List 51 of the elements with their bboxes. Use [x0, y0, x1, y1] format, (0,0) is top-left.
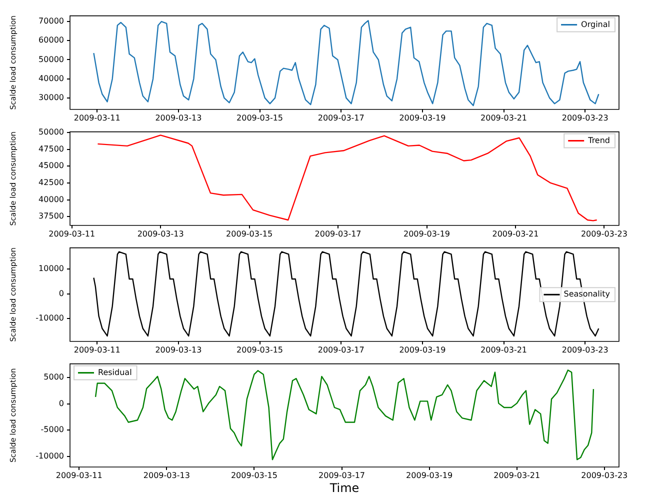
- x-tick-label: 2009-03-19: [399, 113, 446, 122]
- x-tick-label: 2009-03-13: [155, 345, 202, 354]
- x-tick-label: 2009-03-13: [155, 113, 202, 122]
- y-tick-label: 37500: [38, 212, 64, 221]
- x-tick-label: 2009-03-11: [56, 470, 102, 480]
- x-tick-label: 2009-03-19: [404, 229, 450, 238]
- x-tick-label: 2009-03-17: [318, 345, 364, 354]
- y-tick-label: -10000: [36, 452, 64, 461]
- y-tick-label: 0: [58, 398, 64, 408]
- x-tick-label: 2009-03-23: [580, 229, 628, 238]
- y-tick-label: 60000: [38, 36, 64, 45]
- x-axis-title: Time: [328, 480, 360, 495]
- y-tick-label: 50000: [38, 128, 64, 137]
- x-tick-label: 2009-03-11: [74, 345, 120, 354]
- x-tick-label: 2009-03-17: [314, 229, 362, 238]
- y-tick-label: 45000: [38, 161, 64, 170]
- x-tick-label: 2009-03-15: [230, 470, 278, 480]
- x-tick-label: 2009-03-15: [226, 229, 273, 238]
- x-tick-label: 2009-03-23: [562, 113, 608, 122]
- y-tick-label: 30000: [38, 93, 64, 102]
- x-tick-label: 2009-03-15: [236, 345, 284, 354]
- y-tick-label: 50000: [38, 54, 64, 64]
- legend-label: Orginal: [581, 20, 610, 29]
- y-tick-label: 40000: [38, 74, 64, 83]
- y-tick-label: -10000: [36, 314, 64, 323]
- y-tick-label: 10000: [38, 264, 64, 274]
- x-tick-label: 2009-03-11: [48, 229, 96, 238]
- y-tick-label: -5000: [40, 425, 64, 434]
- legend-label: Residual: [98, 368, 132, 377]
- x-tick-label: 2009-03-13: [143, 470, 190, 480]
- x-tick-label: 2009-03-13: [137, 229, 184, 238]
- y-tick-label: 0: [58, 288, 64, 298]
- x-tick-label: 2009-03-17: [318, 113, 364, 122]
- x-tick-label: 2009-03-21: [480, 345, 528, 354]
- x-tick-label: 2009-03-19: [399, 345, 446, 354]
- x-tick-label: 2009-03-15: [236, 113, 284, 122]
- legend-label: Trend: [587, 136, 610, 145]
- x-tick-label: 2009-03-11: [74, 113, 120, 122]
- x-tick-label: 2009-03-17: [318, 470, 366, 480]
- x-tick-label: 2009-03-21: [492, 229, 539, 238]
- x-tick-label: 2009-03-23: [562, 345, 608, 354]
- legend-label: Seasonality: [564, 290, 610, 299]
- x-tick-label: 2009-03-21: [494, 470, 540, 480]
- x-tick-label: 2009-03-19: [406, 470, 453, 480]
- y-tick-label: 42500: [38, 178, 64, 188]
- x-tick-label: 2009-03-21: [480, 113, 528, 122]
- y-tick-label: 5000: [44, 372, 64, 382]
- y-tick-label: 47500: [38, 144, 64, 154]
- y-tick-label: 70000: [38, 16, 64, 26]
- y-tick-label: 40000: [38, 194, 64, 204]
- x-tick-label: 2009-03-23: [581, 470, 628, 480]
